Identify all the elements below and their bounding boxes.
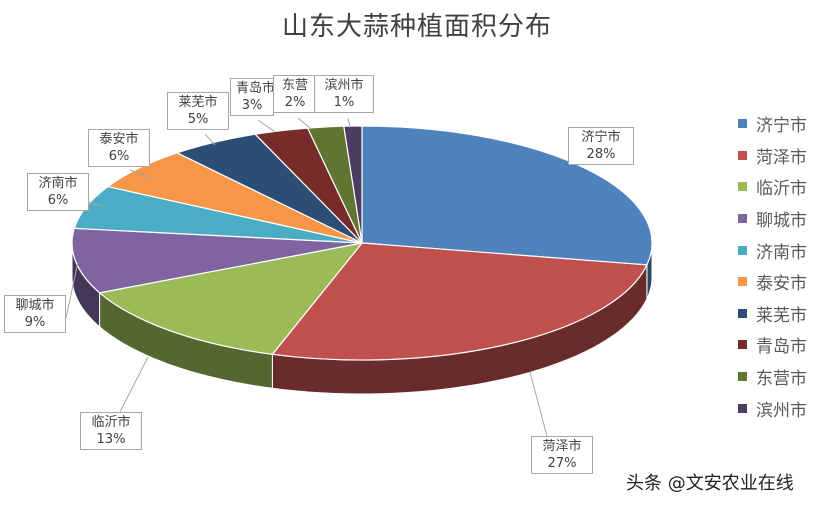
legend-swatch <box>738 150 747 160</box>
legend-item: 菏泽市 <box>738 140 807 172</box>
callout-1: 菏泽市 27% <box>531 436 593 474</box>
callout-category: 莱芜市 <box>178 95 218 110</box>
callout-3: 聊城市 9% <box>4 295 66 333</box>
callout-percent: 9% <box>24 315 46 330</box>
callout-6: 莱芜市 5% <box>167 92 229 130</box>
legend-item: 滨州市 <box>738 392 807 424</box>
legend-label: 临沂市 <box>756 179 807 200</box>
callout-percent: 6% <box>47 193 69 208</box>
callout-line-6 <box>204 133 216 146</box>
legend-item: 临沂市 <box>738 171 807 203</box>
callout-line-3 <box>65 261 79 319</box>
legend-label: 菏泽市 <box>756 147 807 168</box>
legend-swatch <box>738 214 747 224</box>
legend-item: 济南市 <box>738 234 807 266</box>
legend-label: 泰安市 <box>756 274 807 295</box>
slice-1 <box>271 242 648 361</box>
legend-item: 泰安市 <box>738 266 807 298</box>
callout-percent: 28% <box>586 147 616 162</box>
slice-9 <box>343 125 363 244</box>
legend-item: 济宁市 <box>738 108 807 140</box>
slice-2 <box>98 242 364 355</box>
callout-category: 东营 <box>281 78 308 93</box>
legend-label: 济南市 <box>756 242 807 263</box>
callout-line-5 <box>129 169 153 179</box>
callout-percent: 3% <box>241 98 263 113</box>
callout-category: 菏泽市 <box>542 439 582 454</box>
legend-label: 莱芜市 <box>756 305 807 326</box>
callout-7: 青岛市 3% <box>230 78 274 116</box>
legend-swatch <box>738 277 747 287</box>
callout-percent: 5% <box>187 112 209 127</box>
legend-swatch <box>738 182 747 192</box>
slice-3 <box>71 227 363 294</box>
callout-percent: 2% <box>284 95 306 110</box>
legend-item: 青岛市 <box>738 329 807 361</box>
legend-item: 莱芜市 <box>738 298 807 330</box>
callout-line-8 <box>297 117 311 129</box>
callout-percent: 27% <box>547 456 577 471</box>
callout-0: 济宁市 28% <box>568 127 634 165</box>
callout-9: 滨州市 1% <box>314 75 374 113</box>
legend-label: 滨州市 <box>756 400 807 421</box>
callout-2: 临沂市 13% <box>80 412 142 450</box>
slice-0 <box>361 125 653 266</box>
chart-title: 山东大蒜种植面积分布 <box>281 12 552 42</box>
legend-swatch <box>738 340 747 350</box>
callout-category: 聊城市 <box>15 298 55 313</box>
legend-swatch <box>738 403 747 413</box>
callout-category: 临沂市 <box>91 415 131 430</box>
callout-line-9 <box>347 117 351 127</box>
callout-line-7 <box>257 119 276 133</box>
callout-line-1 <box>529 371 549 441</box>
legend-item: 聊城市 <box>738 203 807 235</box>
legend-swatch <box>738 119 747 129</box>
legend-swatch <box>738 308 747 318</box>
legend-swatch <box>738 372 747 382</box>
callout-4: 济南市 6% <box>27 173 89 211</box>
legend-label: 济宁市 <box>756 116 807 137</box>
legend-label: 东营市 <box>756 369 807 390</box>
callout-category: 济宁市 <box>581 130 621 145</box>
callout-category: 泰安市 <box>99 132 139 147</box>
callout-line-2 <box>119 356 149 413</box>
callout-category: 济南市 <box>38 176 78 191</box>
legend-item: 东营市 <box>738 361 807 393</box>
callout-category: 青岛市 <box>236 81 274 96</box>
legend: 济宁市菏泽市临沂市聊城市济南市泰安市莱芜市青岛市东营市滨州市 <box>738 108 807 424</box>
callout-percent: 13% <box>96 432 126 447</box>
callout-percent: 6% <box>108 149 130 164</box>
callout-5: 泰安市 6% <box>88 129 150 167</box>
legend-label: 青岛市 <box>756 337 807 358</box>
legend-swatch <box>738 245 747 255</box>
callout-category: 滨州市 <box>324 78 364 93</box>
callout-8: 东营 2% <box>273 75 317 113</box>
watermark: 头条 @文安农业在线 <box>626 473 794 494</box>
legend-label: 聊城市 <box>756 211 807 232</box>
callout-percent: 1% <box>333 95 355 110</box>
